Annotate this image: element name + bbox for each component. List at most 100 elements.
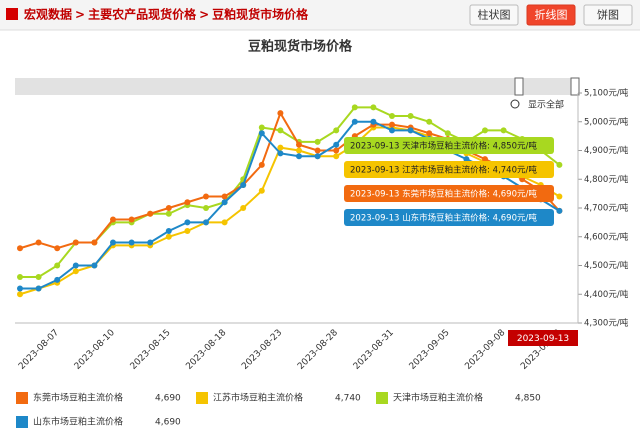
data-point <box>35 274 42 280</box>
data-point <box>35 239 42 246</box>
data-point <box>17 291 23 298</box>
data-point <box>221 219 228 226</box>
x-tick-label: 2023-08-28 <box>296 328 340 372</box>
data-point <box>296 153 302 160</box>
breadcrumb-separator: > <box>75 8 85 22</box>
tooltip-text: 2023-09-13 江苏市场豆粕主流价格: 4,740元/吨 <box>350 165 537 176</box>
data-point <box>91 239 98 246</box>
data-point <box>482 127 488 134</box>
data-point <box>556 193 563 200</box>
data-point <box>165 228 172 234</box>
breadcrumb: 豆粕现货市场价格 <box>212 7 309 22</box>
breadcrumb: 宏观数据 <box>24 7 72 22</box>
y-tick-label: 4,600元/吨 <box>584 231 629 242</box>
legend-swatch <box>376 392 388 404</box>
data-point <box>17 245 23 252</box>
tooltip-box <box>344 209 554 226</box>
data-point <box>556 161 563 168</box>
navigator-handle[interactable] <box>514 77 524 96</box>
navigator-handle[interactable] <box>570 77 580 96</box>
data-point <box>203 193 209 200</box>
data-point <box>184 199 191 206</box>
data-point <box>370 104 377 111</box>
header-icon <box>6 8 18 20</box>
y-tick-label: 4,300元/吨 <box>584 318 629 329</box>
data-point <box>165 205 172 211</box>
data-point <box>277 144 284 151</box>
navigator-band <box>15 78 578 95</box>
data-point <box>556 207 563 214</box>
x-tick-label: 2023-08-31 <box>352 328 396 372</box>
data-point <box>258 187 265 194</box>
x-tick-label: 2023-08-07 <box>17 328 61 372</box>
data-point <box>389 127 395 134</box>
data-point <box>482 156 488 163</box>
tooltip-box <box>344 185 554 202</box>
data-point <box>500 127 507 134</box>
data-point <box>54 276 61 283</box>
chart-type-button[interactable] <box>583 4 633 26</box>
legend-swatch <box>16 392 28 404</box>
date-flag-text: 2023-09-13 <box>517 334 569 344</box>
data-point <box>72 268 79 275</box>
chart-type-button-label: 柱状图 <box>478 8 511 22</box>
data-point <box>333 153 340 160</box>
data-point <box>35 285 42 292</box>
data-point <box>54 262 61 269</box>
legend-label: 山东市场豆粕主流价格 <box>33 416 123 428</box>
data-point <box>128 216 135 223</box>
tooltip-text: 2023-09-13 山东市场豆粕主流价格: 4,690元/吨 <box>350 213 537 224</box>
breadcrumb-separator: > <box>199 8 209 22</box>
data-point <box>165 233 172 240</box>
data-point <box>351 104 358 111</box>
x-tick-label: 2023-09-08 <box>463 328 507 372</box>
reset-zoom[interactable]: 显示全部 <box>528 99 564 111</box>
legend-value: 4,850 <box>515 394 541 404</box>
data-point <box>240 205 247 211</box>
data-point <box>203 219 209 226</box>
data-point <box>17 274 23 280</box>
data-point <box>258 124 265 131</box>
data-point <box>463 156 470 163</box>
data-point <box>147 210 154 217</box>
x-tick-label: 2023-08-10 <box>73 328 117 372</box>
data-point <box>147 239 154 246</box>
data-point <box>314 153 321 160</box>
y-tick-label: 5,100元/吨 <box>584 88 629 99</box>
breadcrumb: 主要农产品现货价格 <box>88 7 197 22</box>
data-point <box>110 216 116 223</box>
legend-swatch <box>16 416 28 428</box>
data-point <box>277 127 284 134</box>
data-point <box>389 121 395 128</box>
data-point <box>277 150 284 157</box>
data-point <box>258 161 265 168</box>
y-tick-label: 4,700元/吨 <box>584 203 629 214</box>
legend-label: 天津市场豆粕主流价格 <box>393 392 483 404</box>
data-point <box>314 147 321 154</box>
chart-title: 豆粕现货市场价格 <box>248 39 353 55</box>
data-point <box>296 147 302 154</box>
data-point <box>370 118 377 125</box>
legend-value: 4,740 <box>335 394 361 404</box>
chart-type-button[interactable] <box>469 4 519 26</box>
data-point <box>314 138 321 145</box>
data-point <box>54 245 61 252</box>
y-tick-label: 4,900元/吨 <box>584 145 629 156</box>
data-point <box>389 113 395 119</box>
date-flag <box>508 330 578 346</box>
data-point <box>128 239 135 246</box>
chart-type-button[interactable] <box>526 4 576 26</box>
data-point <box>333 127 340 134</box>
legend-swatch <box>196 392 208 404</box>
data-point <box>240 182 247 188</box>
chart-type-button-label: 折线图 <box>535 8 568 22</box>
legend-value: 4,690 <box>155 394 181 404</box>
data-point <box>296 141 302 148</box>
legend-label: 东莞市场豆粕主流价格 <box>33 392 123 404</box>
y-tick-label: 4,800元/吨 <box>584 174 629 185</box>
data-point <box>17 285 23 292</box>
y-tick-label: 4,400元/吨 <box>584 289 629 300</box>
data-point <box>110 239 116 246</box>
